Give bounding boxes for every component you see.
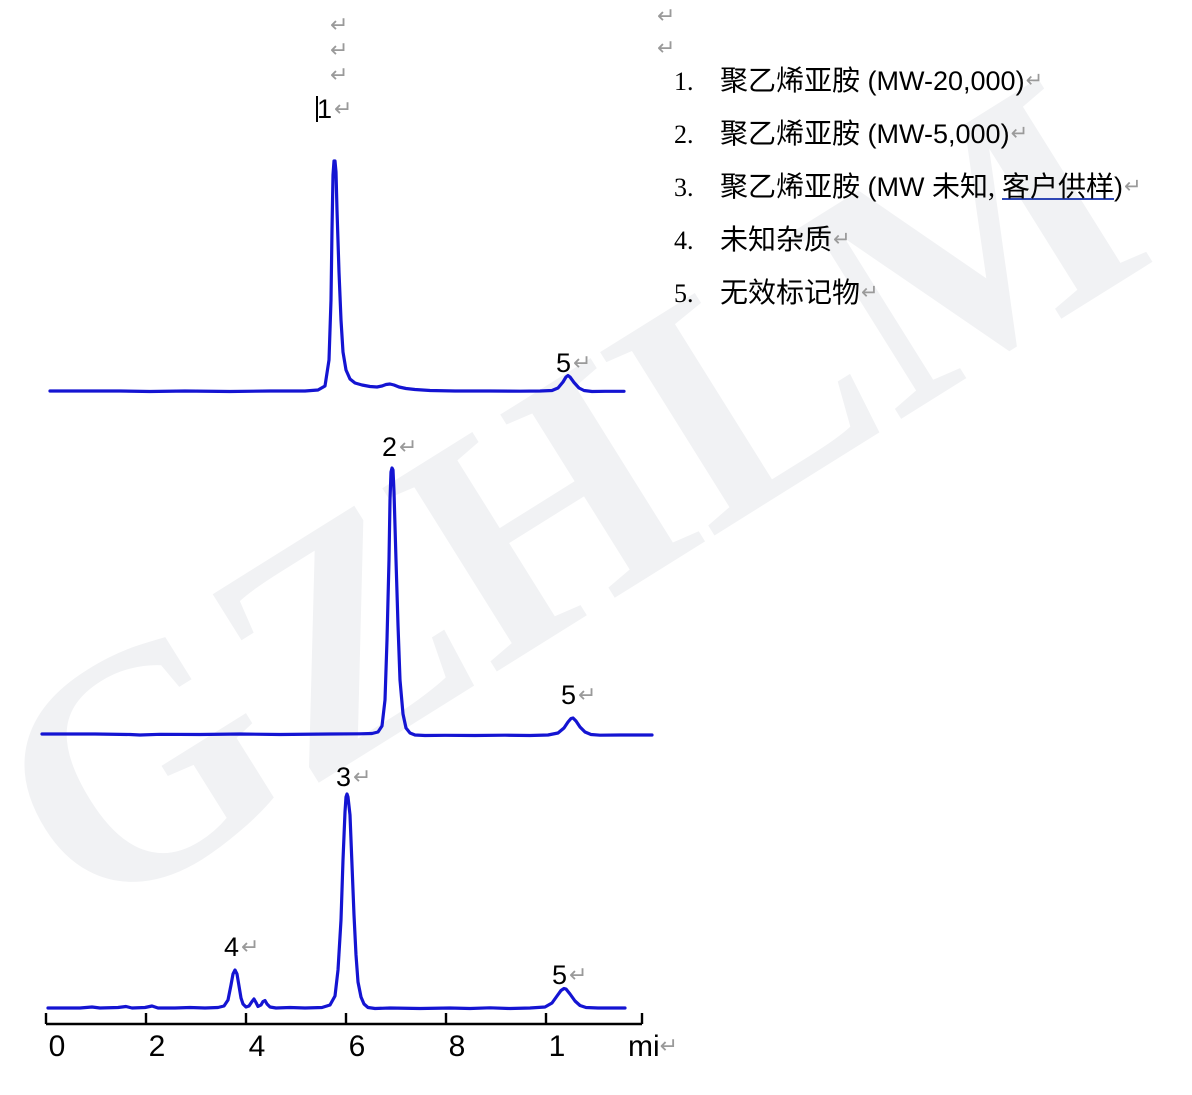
legend-compound-name: 聚乙烯亚胺 bbox=[720, 66, 861, 97]
peak-label-text: 3 bbox=[336, 762, 352, 792]
peak-legend-list: ↵ ↵ 1. 聚乙烯亚胺 (MW-20,000)↵ 2. 聚乙烯亚胺 (MW-5… bbox=[650, 0, 1192, 329]
legend-item-2: 2. 聚乙烯亚胺 (MW-5,000)↵ bbox=[650, 117, 1192, 170]
peak-label-2: 2↵ bbox=[382, 434, 417, 461]
chromatogram-svg bbox=[40, 159, 654, 1026]
pilcrow-icon: ↵ bbox=[399, 434, 418, 459]
pilcrow-icon: ↵ bbox=[1010, 122, 1029, 145]
legend-paren-open: ( bbox=[860, 66, 877, 96]
legend-compound-name: 聚乙烯亚胺 bbox=[720, 172, 861, 203]
legend-mw-value: MW-20,000 bbox=[876, 66, 1016, 96]
peak-label-3: 3↵ bbox=[336, 764, 371, 791]
x-tick-label-0: 0 bbox=[48, 1030, 66, 1063]
peak-label-text: 5 bbox=[561, 680, 577, 710]
x-axis bbox=[44, 1013, 644, 1026]
chromatogram-chart: ↵ ↵ ↵ 1↵ 5↵ 2↵ 5↵ 3↵ 4↵ 5↵ 0 2 4 6 8 1 m… bbox=[40, 12, 678, 1063]
legend-item-number: 4. bbox=[674, 226, 694, 255]
pilcrow-icon: ↵ bbox=[659, 1033, 679, 1058]
legend-item-4: 4. 未知杂质↵ bbox=[650, 223, 1192, 276]
legend-item-5: 5. 无效标记物↵ bbox=[650, 276, 1192, 329]
pilcrow-icon: ↵ bbox=[1124, 175, 1142, 198]
trace-2-line bbox=[40, 466, 654, 738]
pilcrow-icon: ↵ bbox=[861, 281, 879, 304]
trace-3-line bbox=[46, 792, 627, 1011]
x-tick-label-8: 8 bbox=[448, 1030, 466, 1063]
pilcrow-icon: ↵ bbox=[353, 764, 372, 789]
legend-break-mark: ↵ bbox=[657, 3, 676, 28]
legend-item-1: 1. 聚乙烯亚胺 (MW-20,000)↵ bbox=[650, 64, 1192, 117]
pilcrow-icon: ↵ bbox=[573, 350, 592, 375]
legend-paren-close: ) bbox=[1000, 119, 1010, 149]
legend-item-label: 聚乙烯亚胺 (MW-5,000)↵ bbox=[720, 117, 1028, 152]
break-mark: ↵ bbox=[330, 12, 349, 37]
legend-paren-open: ( bbox=[860, 172, 877, 202]
peak-label-1: 1↵ bbox=[316, 96, 352, 123]
legend-item-3: 3. 聚乙烯亚胺 (MW 未知, 客户供样)↵ bbox=[650, 170, 1192, 223]
pilcrow-icon: ↵ bbox=[833, 228, 851, 251]
legend-mw-value: MW-5,000 bbox=[876, 119, 1001, 149]
peak-label-text: 4 bbox=[224, 932, 240, 962]
legend-item-label: 无效标记物↵ bbox=[720, 276, 879, 311]
legend-break-mark: ↵ bbox=[657, 35, 676, 60]
peak-label-2-5: 5↵ bbox=[561, 682, 596, 709]
legend-item-label: 聚乙烯亚胺 (MW-20,000)↵ bbox=[720, 64, 1043, 99]
pilcrow-icon: ↵ bbox=[578, 682, 597, 707]
legend-compound-name: 无效标记物 bbox=[720, 278, 861, 309]
legend-item-label: 未知杂质↵ bbox=[720, 223, 851, 258]
x-tick-label-4: 4 bbox=[248, 1030, 266, 1063]
legend-item-number: 1. bbox=[674, 67, 694, 96]
peak-label-1-text: 1 bbox=[317, 94, 333, 124]
legend-item-number: 5. bbox=[674, 279, 694, 308]
legend-paren-close: ) bbox=[1114, 172, 1124, 202]
peak-label-text: 2 bbox=[382, 432, 398, 462]
pilcrow-icon: ↵ bbox=[569, 962, 588, 987]
chart-break-marks: ↵ ↵ ↵ bbox=[330, 12, 348, 87]
peak-label-text: 5 bbox=[556, 348, 572, 378]
x-tick-label-6: 6 bbox=[348, 1030, 366, 1063]
pilcrow-icon: ↵ bbox=[241, 934, 260, 959]
break-mark: ↵ bbox=[330, 37, 349, 62]
legend-sample-source-link[interactable]: 客户供样 bbox=[1002, 172, 1115, 203]
trace-1-line bbox=[48, 159, 626, 394]
peak-label-1-5: 5↵ bbox=[556, 350, 591, 377]
legend-item-number: 3. bbox=[674, 173, 694, 202]
legend-paren-open: ( bbox=[860, 119, 877, 149]
peak-label-4: 4↵ bbox=[224, 934, 259, 961]
x-tick-label-10: 1 bbox=[548, 1030, 566, 1063]
x-tick-label-2: 2 bbox=[148, 1030, 166, 1063]
break-mark: ↵ bbox=[330, 62, 349, 87]
x-axis-unit-text: mi bbox=[628, 1030, 660, 1063]
pilcrow-icon: ↵ bbox=[334, 96, 353, 121]
text-caret bbox=[316, 96, 318, 122]
legend-compound-name: 聚乙烯亚胺 bbox=[720, 119, 861, 150]
legend-item-label: 聚乙烯亚胺 (MW 未知, 客户供样)↵ bbox=[720, 170, 1142, 205]
legend-item-number: 2. bbox=[674, 120, 694, 149]
legend-paren-close: ) bbox=[1015, 66, 1025, 96]
peak-label-text: 5 bbox=[552, 960, 568, 990]
peak-label-3-5: 5↵ bbox=[552, 962, 587, 989]
x-axis-unit-label: mi↵ bbox=[628, 1032, 678, 1062]
legend-mw-value: MW bbox=[876, 172, 932, 202]
pilcrow-icon: ↵ bbox=[1025, 69, 1044, 92]
legend-compound-name: 未知杂质 bbox=[720, 225, 833, 256]
legend-mw-note: 未知, bbox=[932, 172, 1003, 203]
